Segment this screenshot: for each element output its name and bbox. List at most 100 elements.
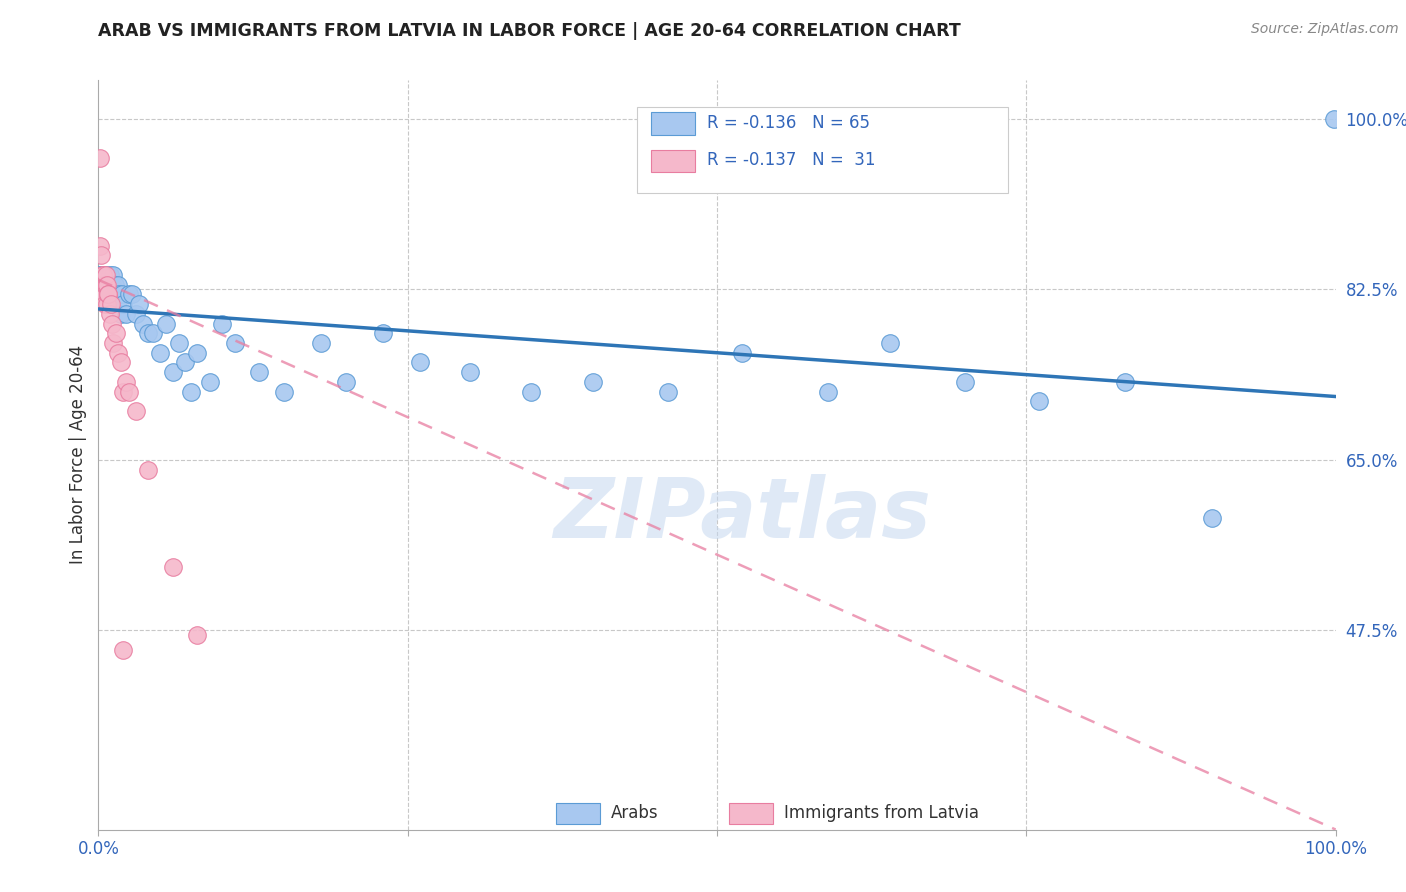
Point <box>91 268 114 282</box>
Point <box>198 375 221 389</box>
Point <box>114 307 136 321</box>
Point <box>94 277 117 292</box>
FancyBboxPatch shape <box>557 803 599 823</box>
Point <box>91 268 114 282</box>
Text: ZIPatlas: ZIPatlas <box>553 475 931 556</box>
Point <box>105 297 128 311</box>
Point <box>180 384 202 399</box>
Point <box>96 268 118 282</box>
Point <box>224 336 246 351</box>
Point <box>97 277 120 292</box>
Point <box>1114 375 1136 389</box>
Point <box>101 277 124 292</box>
FancyBboxPatch shape <box>730 803 773 823</box>
FancyBboxPatch shape <box>651 150 695 172</box>
Point <box>124 307 146 321</box>
Point <box>162 559 184 574</box>
Point <box>103 277 125 292</box>
Point <box>93 297 115 311</box>
Point <box>104 326 127 341</box>
Point <box>1323 112 1346 127</box>
Point <box>409 355 432 369</box>
Point <box>582 375 605 389</box>
Point <box>149 345 172 359</box>
Point <box>174 355 197 369</box>
Point <box>93 268 115 282</box>
Point <box>100 287 122 301</box>
FancyBboxPatch shape <box>651 112 695 135</box>
Text: Source: ZipAtlas.com: Source: ZipAtlas.com <box>1251 22 1399 37</box>
Point <box>93 287 115 301</box>
Text: Arabs: Arabs <box>610 804 658 822</box>
Point <box>112 642 135 657</box>
Point <box>93 277 115 292</box>
Point <box>93 287 115 301</box>
Point <box>155 317 177 331</box>
Point <box>89 268 111 282</box>
Point <box>371 326 394 341</box>
Point <box>91 277 114 292</box>
Point <box>118 384 141 399</box>
Point <box>104 287 127 301</box>
Point <box>335 375 357 389</box>
Point <box>97 287 120 301</box>
Text: ARAB VS IMMIGRANTS FROM LATVIA IN LABOR FORCE | AGE 20-64 CORRELATION CHART: ARAB VS IMMIGRANTS FROM LATVIA IN LABOR … <box>98 22 962 40</box>
Point <box>89 238 111 252</box>
Point <box>142 326 165 341</box>
Point <box>817 384 839 399</box>
Text: R = -0.136   N = 65: R = -0.136 N = 65 <box>707 114 870 132</box>
Point <box>97 287 120 301</box>
Point <box>103 336 125 351</box>
Point <box>103 268 125 282</box>
Point <box>111 287 134 301</box>
Point <box>121 287 143 301</box>
FancyBboxPatch shape <box>637 106 1008 193</box>
Point <box>132 317 155 331</box>
Point <box>90 268 112 282</box>
Point <box>211 317 233 331</box>
Point <box>136 462 159 476</box>
Point <box>110 355 132 369</box>
Point <box>112 297 135 311</box>
Point <box>94 287 117 301</box>
Point <box>98 277 121 292</box>
Point <box>90 277 112 292</box>
Point <box>94 277 117 292</box>
Point <box>96 277 118 292</box>
Point <box>167 336 190 351</box>
Point <box>879 336 901 351</box>
Point <box>93 277 115 292</box>
Point <box>309 336 332 351</box>
Text: R = -0.137   N =  31: R = -0.137 N = 31 <box>707 152 876 169</box>
Point <box>136 326 159 341</box>
Point <box>107 345 129 359</box>
Point <box>953 375 976 389</box>
Point <box>98 307 121 321</box>
Point <box>112 384 135 399</box>
Point <box>186 345 208 359</box>
Point <box>93 277 115 292</box>
Point <box>98 268 121 282</box>
Point <box>520 384 543 399</box>
Point <box>458 365 481 379</box>
Point <box>93 268 115 282</box>
Point <box>657 384 679 399</box>
Point <box>124 404 146 418</box>
Point <box>89 151 111 165</box>
Point <box>103 287 125 301</box>
Point <box>273 384 295 399</box>
Point <box>96 297 118 311</box>
Point <box>118 287 141 301</box>
Point <box>186 628 208 642</box>
Point <box>90 248 112 262</box>
Point <box>96 277 118 292</box>
Point <box>731 345 754 359</box>
Point <box>91 287 114 301</box>
Point <box>162 365 184 379</box>
Point <box>94 268 117 282</box>
Text: Immigrants from Latvia: Immigrants from Latvia <box>785 804 979 822</box>
Point <box>107 277 129 292</box>
Y-axis label: In Labor Force | Age 20-64: In Labor Force | Age 20-64 <box>69 345 87 565</box>
Point <box>97 287 120 301</box>
Point <box>100 297 122 311</box>
